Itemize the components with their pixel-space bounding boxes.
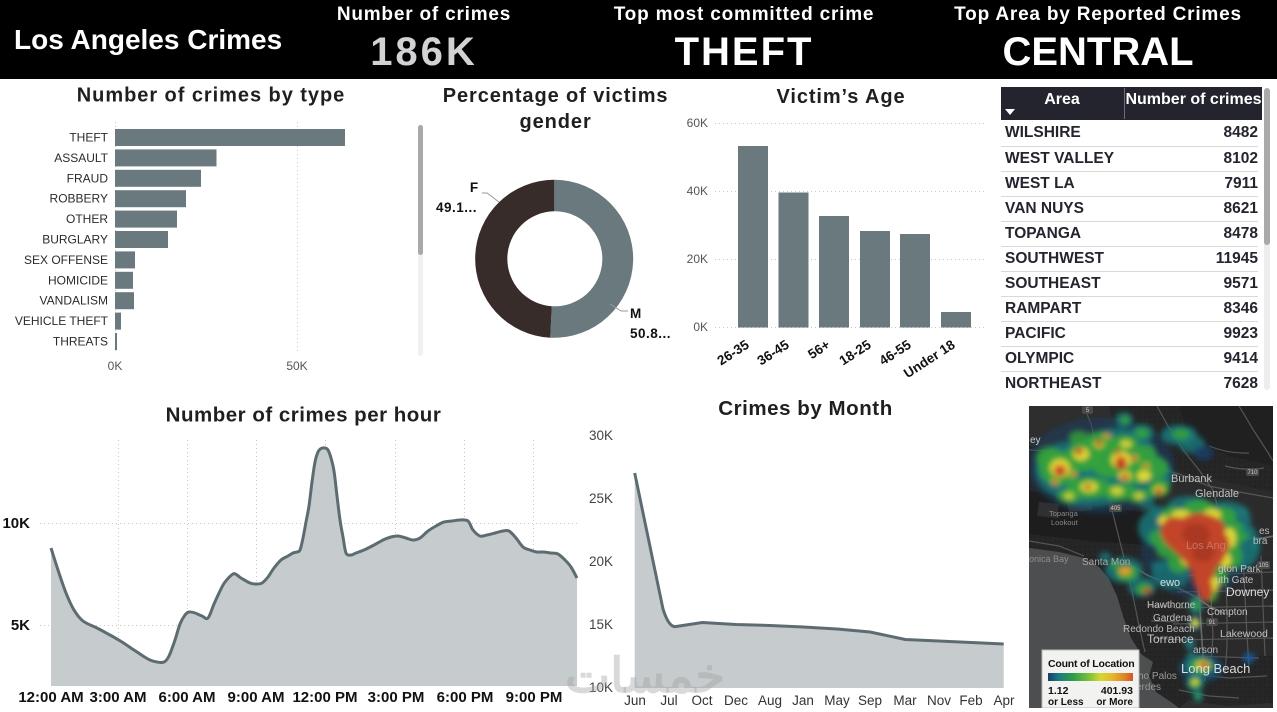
svg-text:10K: 10K [589,680,613,695]
svg-text:3:00 PM: 3:00 PM [368,689,425,706]
svg-text:60K: 60K [687,116,708,130]
svg-text:Burbank: Burbank [1171,473,1212,485]
svg-text:Nov: Nov [927,693,951,708]
svg-text:10K: 10K [2,515,30,532]
svg-text:3:00 AM: 3:00 AM [90,689,147,706]
svg-text:Jan: Jan [792,693,814,708]
svg-text:OTHER: OTHER [66,212,108,226]
svg-text:20K: 20K [687,252,708,266]
svg-text:HOMICIDE: HOMICIDE [48,273,108,287]
svg-text:Lookout: Lookout [1051,518,1079,527]
svg-text:Jul: Jul [660,693,677,708]
svg-text:onica Bay: onica Bay [1029,554,1069,564]
svg-text:5: 5 [1086,408,1090,414]
svg-text:or Less: or Less [1048,697,1084,708]
svg-text:or More: or More [1096,697,1133,708]
svg-text:FRAUD: FRAUD [67,171,109,185]
svg-text:30K: 30K [589,428,613,443]
svg-text:36-45: 36-45 [755,337,793,369]
svg-text:401.93: 401.93 [1101,685,1133,697]
svg-text:6:00 PM: 6:00 PM [437,689,494,706]
svg-text:Downey: Downey [1226,585,1269,599]
svg-text:Gardena: Gardena [1153,613,1192,624]
svg-text:gender: gender [520,111,592,133]
svg-text:ey: ey [1030,435,1041,446]
svg-text:12:00 PM: 12:00 PM [292,689,357,706]
svg-text:Sep: Sep [858,693,882,708]
svg-text:ewo: ewo [1160,577,1180,589]
svg-text:Santa Mon: Santa Mon [1082,557,1130,568]
svg-text:5K: 5K [11,617,30,634]
svg-text:405: 405 [1110,506,1121,512]
svg-text:50.8...: 50.8... [630,326,671,341]
svg-text:bra: bra [1253,536,1268,547]
svg-text:Glendale: Glendale [1195,488,1239,500]
svg-text:6:00 AM: 6:00 AM [159,689,216,706]
svg-text:May: May [824,693,850,708]
svg-text:Oct: Oct [691,693,712,708]
svg-text:Percentage of victims: Percentage of victims [443,85,669,107]
svg-text:26-35: 26-35 [715,337,753,369]
svg-text:56+: 56+ [805,337,832,362]
svg-text:Torrance: Torrance [1147,632,1194,646]
svg-text:ho Palos: ho Palos [1138,671,1177,682]
svg-text:Aug: Aug [758,693,782,708]
svg-text:40K: 40K [687,184,708,198]
svg-text:710: 710 [1247,470,1258,476]
svg-text:Mar: Mar [893,693,917,708]
svg-text:15K: 15K [589,617,613,632]
svg-text:BURGLARY: BURGLARY [42,233,108,247]
svg-text:12:00 AM: 12:00 AM [18,689,83,706]
svg-text:F: F [470,180,478,195]
svg-text:Los Ang: Los Ang [1186,540,1226,552]
svg-text:Victim’s Age: Victim’s Age [777,86,906,108]
svg-text:Topanga: Topanga [1049,509,1079,518]
svg-text:25K: 25K [589,491,613,506]
svg-text:Apr: Apr [993,693,1015,708]
svg-text:Number of crimes per hour: Number of crimes per hour [166,404,442,427]
svg-text:Count of Location: Count of Location [1048,658,1134,670]
svg-text:20K: 20K [589,554,613,569]
svg-text:Feb: Feb [959,693,982,708]
svg-text:SEX OFFENSE: SEX OFFENSE [24,253,108,267]
svg-text:49.1...: 49.1... [436,200,477,215]
svg-text:Dec: Dec [724,693,748,708]
svg-text:Number of crimes by type: Number of crimes by type [77,85,345,107]
svg-text:9:00 PM: 9:00 PM [506,689,563,706]
svg-text:M: M [630,306,641,321]
svg-text:105: 105 [1258,563,1269,569]
svg-text:Compton: Compton [1207,607,1248,618]
svg-text:gton Park: gton Park [1218,564,1262,575]
svg-text:Crimes by Month: Crimes by Month [718,397,893,420]
svg-text:Long Beach: Long Beach [1181,661,1250,676]
svg-text:erdes: erdes [1136,682,1161,693]
svg-text:arson: arson [1193,645,1218,656]
svg-text:ASSAULT: ASSAULT [54,151,108,165]
svg-text:THREATS: THREATS [53,335,108,349]
svg-text:es: es [1259,526,1270,537]
svg-text:Jun: Jun [624,693,646,708]
svg-text:9:00 AM: 9:00 AM [228,689,285,706]
svg-text:VANDALISM: VANDALISM [40,294,108,308]
svg-text:91: 91 [1209,620,1216,626]
svg-text:1.12: 1.12 [1048,685,1069,697]
svg-text:THEFT: THEFT [69,131,108,145]
svg-text:uth Gate: uth Gate [1215,575,1254,586]
svg-text:VEHICLE THEFT: VEHICLE THEFT [15,314,109,328]
svg-text:Hawthorne: Hawthorne [1147,600,1196,611]
svg-text:0K: 0K [693,320,708,334]
svg-text:Lakewood: Lakewood [1220,628,1268,640]
svg-text:0K: 0K [108,359,123,373]
svg-text:Redondo Beach: Redondo Beach [1123,624,1195,635]
svg-text:50K: 50K [286,359,307,373]
svg-text:ROBBERY: ROBBERY [50,192,108,206]
svg-text:18-25: 18-25 [837,337,875,369]
